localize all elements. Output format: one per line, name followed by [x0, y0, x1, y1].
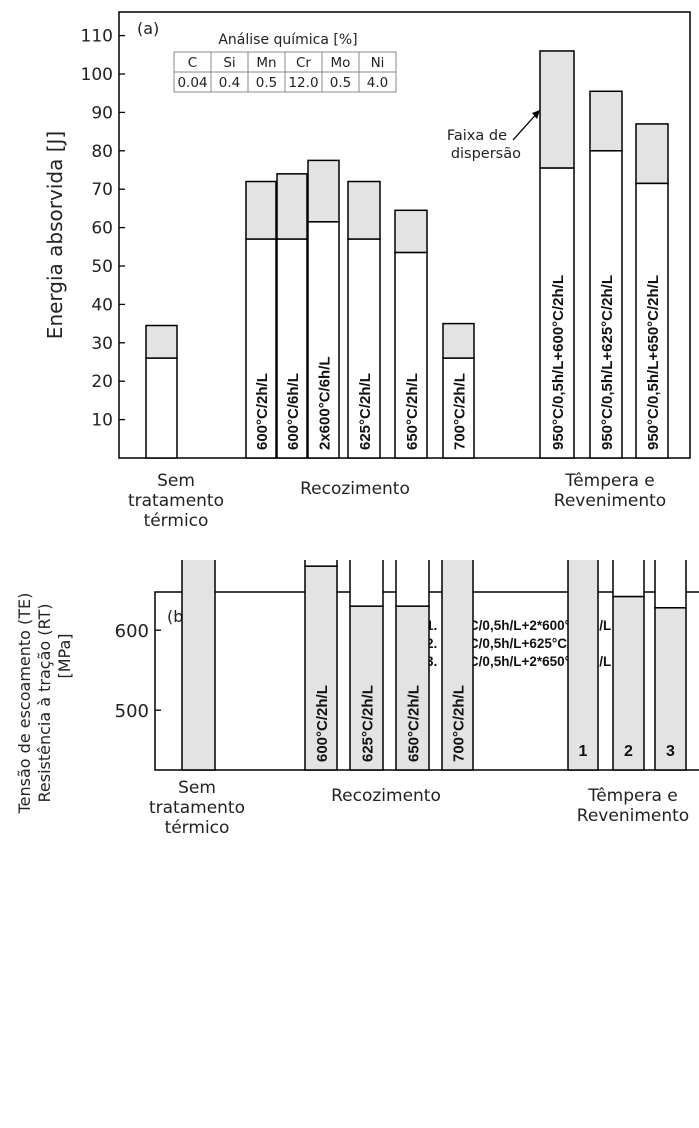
bar-label: 700°C/2h/L: [451, 685, 468, 762]
y-tick-label: 20: [91, 372, 113, 392]
y-axis-label: Energia absorvida [J]: [43, 131, 67, 339]
bar-number-label: 2: [624, 743, 633, 760]
bar-scatter-band: [589, 90, 623, 152]
bar-min-energy: [394, 251, 428, 459]
group-label: Sem: [178, 778, 216, 798]
table-value: 0.5: [330, 75, 351, 91]
bar-te: [654, 607, 687, 771]
bar-number-label: 3: [666, 743, 675, 760]
table-value: 0.5: [256, 75, 277, 91]
y-tick-label: 110: [81, 27, 113, 47]
table-value: 12.0: [288, 75, 318, 91]
y-tick-label: 700: [115, 560, 149, 562]
bar-label: 625°C/2h/L: [360, 685, 377, 762]
bar-scatter-band: [307, 159, 340, 223]
bar-label: 950°C/0,5h/L+600°C/2h/L: [550, 275, 567, 450]
table-header: Ni: [371, 55, 385, 71]
bar-label: 2x600°C/6h/L: [317, 356, 334, 450]
group-label: Revenimento: [554, 491, 666, 511]
group-label: tratamento: [149, 798, 245, 818]
bar-te: [349, 605, 384, 771]
table-value: 0.04: [177, 75, 207, 91]
y-tick-label: 70: [91, 180, 113, 200]
group-label: Revenimento: [577, 806, 689, 826]
bar-label: 600°C/2h/L: [314, 685, 331, 762]
table-value: 4.0: [367, 75, 388, 91]
y-axis-label: Tensão de escoamento (TE): [15, 593, 34, 815]
bar-rt: [612, 560, 645, 598]
table-header: Mo: [331, 55, 351, 71]
table-value: 0.4: [219, 75, 240, 91]
y-tick-label: 500: [115, 701, 149, 722]
bar-scatter-band: [145, 324, 178, 359]
group-label: Sem: [157, 471, 195, 491]
bar-rt: [654, 560, 687, 609]
bar-te: [612, 595, 645, 771]
bar-label: 950°C/0,5h/L+650°C/2h/L: [645, 275, 662, 450]
group-label: térmico: [165, 818, 230, 838]
bar-min-energy: [635, 182, 669, 459]
bar-min-energy: [539, 167, 575, 459]
bar-scatter-band: [539, 50, 575, 169]
group-label: Têmpera e: [587, 786, 678, 806]
table-header: C: [188, 55, 197, 71]
bar-te: [304, 565, 338, 771]
y-tick-label: 40: [91, 295, 113, 315]
bar-scatter-band: [276, 173, 308, 240]
bar-min-energy: [145, 357, 178, 459]
group-label: Têmpera e: [564, 471, 655, 491]
bar-number-label: 1: [579, 743, 588, 760]
y-tick-label: 30: [91, 334, 113, 354]
bar-min-energy: [347, 238, 381, 459]
bar-label: 600°C/2h/L: [254, 373, 271, 450]
bar-label: 625°C/2h/L: [357, 373, 374, 450]
bar-te: [567, 560, 599, 771]
chart-b-strength: 50060070080090010001100Tensão de escoame…: [15, 560, 699, 838]
bar-scatter-band: [635, 123, 669, 185]
bar-min-energy: [276, 238, 308, 459]
group-label: Recozimento: [331, 786, 441, 806]
y-tick-label: 600: [115, 621, 149, 642]
bar-scatter-band: [394, 209, 428, 254]
bar-label: 700°C/2h/L: [452, 373, 469, 450]
bar-te: [441, 560, 474, 771]
group-label: térmico: [144, 511, 209, 531]
group-label: Recozimento: [300, 479, 410, 499]
bar-min-energy: [589, 150, 623, 459]
bar-min-energy: [442, 357, 475, 459]
table-value-cell: [358, 71, 397, 93]
bar-min-energy: [245, 238, 277, 459]
bar-label: 600°C/6h/L: [285, 373, 302, 450]
bar-label: 650°C/2h/L: [404, 373, 421, 450]
y-tick-label: 90: [91, 103, 113, 123]
bar-label: 950°C/0,5h/L+625°C/2h/L: [599, 275, 616, 450]
bar-te: [395, 605, 430, 771]
table-title: Análise química [%]: [218, 32, 357, 48]
annotation-text: Faixa de dispersão: [447, 128, 521, 162]
y-tick-label: 60: [91, 219, 113, 239]
y-tick-label: 80: [91, 142, 113, 162]
group-label: tratamento: [128, 491, 224, 511]
y-axis-label: [MPa]: [55, 633, 74, 678]
bar-label: 650°C/2h/L: [406, 685, 423, 762]
bar-rt: [304, 560, 338, 567]
y-tick-label: 10: [91, 411, 113, 431]
table-header: Si: [223, 55, 235, 71]
table-header: Mn: [256, 55, 276, 71]
bar-min-energy: [307, 221, 340, 459]
bar-scatter-band: [347, 180, 381, 240]
bar-scatter-band: [245, 180, 277, 240]
y-tick-label: 50: [91, 257, 113, 277]
bar-scatter-band: [442, 322, 475, 359]
bar-rt: [349, 560, 384, 607]
bar-te: [181, 560, 216, 771]
table-header: Cr: [296, 55, 311, 71]
y-tick-label: 100: [81, 65, 113, 85]
chart-a-energy: 10 20 30 40 50 60 70 80 90 100 110 Energia absorvid…: [43, 11, 691, 531]
y-axis-label: Resistência à tração (RT): [35, 604, 54, 803]
annotation-arrow-head: [532, 110, 540, 119]
bar-rt: [395, 560, 430, 607]
panel-label: (a): [137, 19, 159, 38]
